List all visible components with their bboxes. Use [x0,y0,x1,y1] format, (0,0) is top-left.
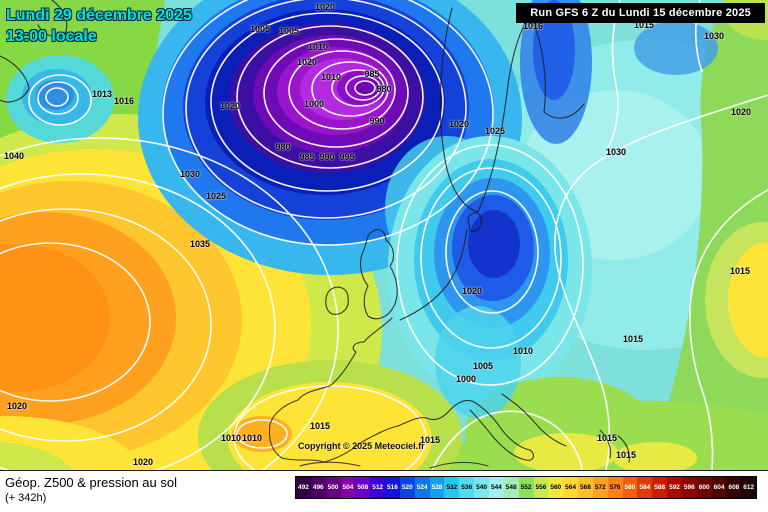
forecast-date: Lundi 29 décembre 2025 [6,7,192,24]
colorbar-cell: 512 [370,477,386,498]
colorbar-cell: 500 [325,477,341,498]
colorbar-cell: 600 [696,477,712,498]
colorbar-cell: 504 [340,477,356,498]
map-title: Géop. Z500 & pression au sol [5,475,177,490]
run-info-text: Run GFS 6 Z du Lundi 15 décembre 2025 [530,7,751,19]
date-overlay: Lundi 29 décembre 2025 13:00 locale [6,6,192,48]
colorbar-cell: 568 [578,477,593,498]
colorbar-cell: 520 [399,477,415,498]
colorbar-cell: 516 [385,477,400,498]
colorbar-cell: 576 [607,477,623,498]
colorbar-cell: 492 [296,477,311,498]
colorbar-cell: 608 [726,477,742,498]
colorbar-cell: 588 [652,477,668,498]
colorbar-cell: 552 [518,477,534,498]
colorbar-cell: 572 [592,477,608,498]
run-info-box: Run GFS 6 Z du Lundi 15 décembre 2025 [516,3,765,23]
colorbar-cell: 536 [459,477,475,498]
copyright-text: Copyright © 2025 Meteociel.fr [298,441,425,451]
colorbar: 492 496 500 504 508 512 516 520 524 528 532 536 540 5… [295,476,757,499]
colorbar-cell: 540 [474,477,489,498]
forecast-time: 13:00 locale [6,27,97,45]
colorbar-cell: 564 [563,477,579,498]
colorbar-cell: 560 [548,477,564,498]
colorbar-cell: 532 [444,477,460,498]
colorbar-cell: 612 [741,477,757,498]
colorbar-cell: 604 [711,477,727,498]
colorbar-cell: 508 [355,477,371,498]
forecast-hour: (+ 342h) [5,492,47,504]
colorbar-cell: 528 [429,477,445,498]
coastlines [0,0,630,469]
colorbar-cell: 592 [667,477,682,498]
colorbar-cell: 596 [681,477,697,498]
colorbar-cell: 580 [622,477,638,498]
colorbar-cell: 556 [533,477,549,498]
colorbar-cell: 584 [637,477,653,498]
colorbar-cell: 524 [414,477,430,498]
weather-map[interactable]: 1020 1005 1005 1010 1020 1010 985 980 1000 990 102… [0,0,768,470]
isobar-lines [0,0,768,470]
colorbar-cell: 544 [488,477,504,498]
colorbar-cell: 548 [503,477,519,498]
geopotential-pressure-map [0,0,768,470]
legend-footer: Géop. Z500 & pression au sol (+ 342h) 49… [0,470,768,512]
colorbar-cell: 496 [310,477,326,498]
